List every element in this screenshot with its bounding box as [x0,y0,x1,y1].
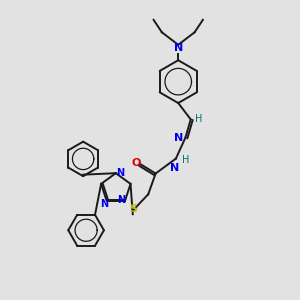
Text: N: N [100,199,108,208]
Text: O: O [131,158,141,168]
Text: H: H [195,114,202,124]
Text: S: S [129,204,137,214]
Text: H: H [182,155,190,165]
Text: N: N [174,43,183,52]
Text: N: N [117,195,125,205]
Text: N: N [174,133,184,142]
Text: N: N [116,168,124,178]
Text: N: N [170,163,179,173]
